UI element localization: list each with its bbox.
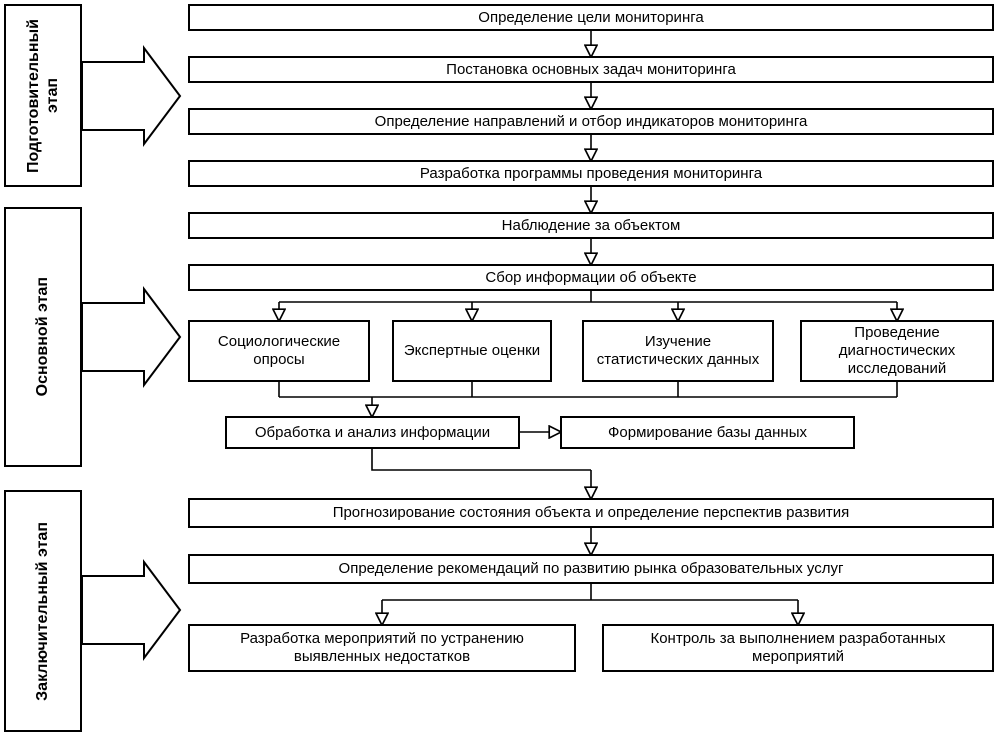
node-n7d: Проведение диагностических исследований	[800, 320, 994, 382]
stage-big-arrow	[82, 289, 180, 385]
node-label: Разработка мероприятий по устранению выя…	[196, 630, 568, 666]
stage-big-arrow	[82, 562, 180, 658]
node-n10: Прогнозирование состояния объекта и опре…	[188, 498, 994, 528]
node-label: Определение рекомендаций по развитию рын…	[339, 560, 844, 578]
stage-label-stage2: Основной этап	[4, 207, 82, 467]
node-label: Обработка и анализ информации	[255, 424, 490, 442]
node-n2: Постановка основных задач мониторинга	[188, 56, 994, 83]
stage-big-arrow	[82, 48, 180, 144]
node-n13: Контроль за выполнением разработанных ме…	[602, 624, 994, 672]
node-label: Контроль за выполнением разработанных ме…	[610, 630, 986, 666]
stage-label-text: Подготовительный этап	[24, 6, 62, 185]
node-label: Экспертные оценки	[404, 342, 540, 360]
node-n7b: Экспертные оценки	[392, 320, 552, 382]
stage-label-stage1: Подготовительный этап	[4, 4, 82, 187]
node-label: Формирование базы данных	[608, 424, 807, 442]
node-n5: Наблюдение за объектом	[188, 212, 994, 239]
node-n1: Определение цели мониторинга	[188, 4, 994, 31]
node-label: Проведение диагностических исследований	[808, 324, 986, 378]
node-label: Наблюдение за объектом	[502, 217, 681, 235]
node-label: Изучение статистических данных	[590, 333, 766, 369]
node-label: Разработка программы проведения монитори…	[420, 165, 762, 183]
node-label: Прогнозирование состояния объекта и опре…	[333, 504, 850, 522]
node-label: Определение цели мониторинга	[478, 9, 703, 27]
node-n3: Определение направлений и отбор индикато…	[188, 108, 994, 135]
stage-label-stage3: Заключительный этап	[4, 490, 82, 732]
node-label: Определение направлений и отбор индикато…	[375, 113, 808, 131]
node-label: Социологические опросы	[196, 333, 362, 369]
node-n7c: Изучение статистических данных	[582, 320, 774, 382]
node-n11: Определение рекомендаций по развитию рын…	[188, 554, 994, 584]
node-n7a: Социологические опросы	[188, 320, 370, 382]
stage-label-text: Основной этап	[33, 277, 52, 396]
node-n9: Формирование базы данных	[560, 416, 855, 449]
stage-label-text: Заключительный этап	[33, 522, 52, 701]
node-label: Постановка основных задач мониторинга	[446, 61, 736, 79]
node-n8: Обработка и анализ информации	[225, 416, 520, 449]
node-label: Сбор информации об объекте	[485, 269, 696, 287]
node-n6: Сбор информации об объекте	[188, 264, 994, 291]
node-n12: Разработка мероприятий по устранению выя…	[188, 624, 576, 672]
node-n4: Разработка программы проведения монитори…	[188, 160, 994, 187]
